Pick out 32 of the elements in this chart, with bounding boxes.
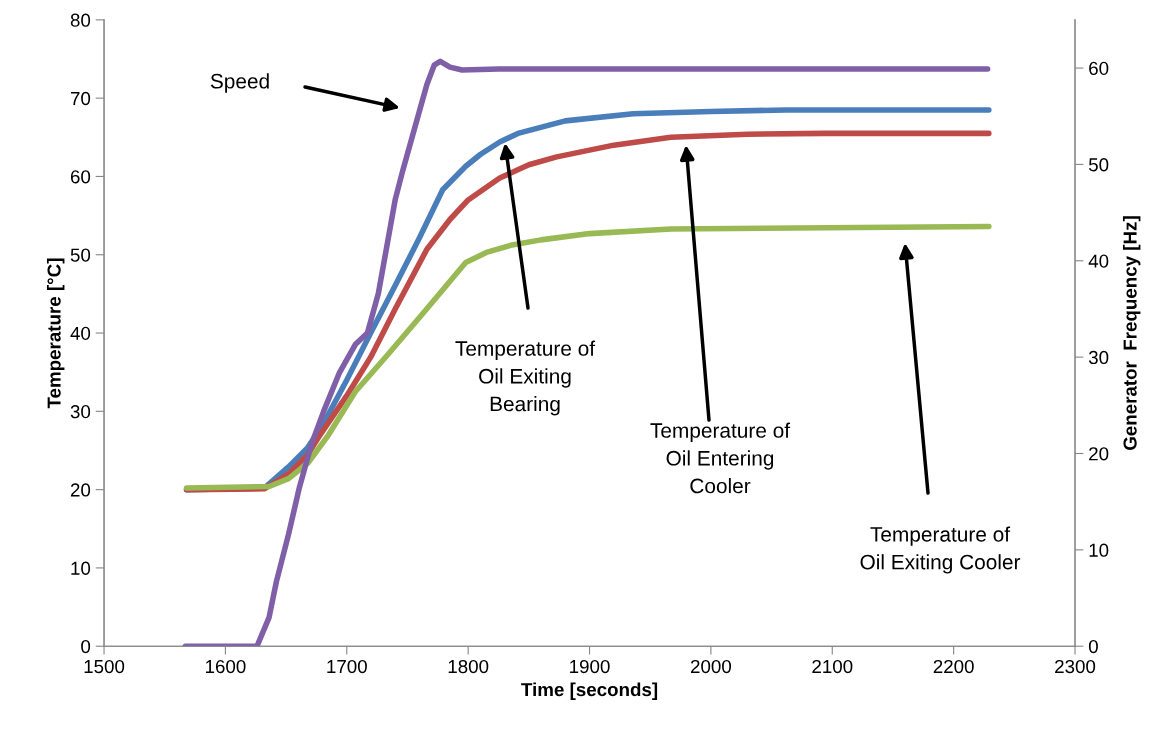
y2-tick-label: 10 [1089,543,1109,557]
x-tick-label: 2300 [1055,659,1096,674]
y-tick-label: 40 [70,326,91,341]
annotation: Temperature of Oil Exiting Bearing [455,340,596,416]
x-tick-label: 1900 [570,659,610,674]
y2-tick-label: 30 [1088,350,1109,365]
y-axis-title: Temperature [°C] [46,258,65,409]
y2-tick-label: 50 [1088,158,1109,172]
y2-axis-title: Generator Frequency [Hz] [1122,216,1141,450]
annotation: Temperature of Oil Exiting Cooler [860,526,1021,574]
x-tick-label: 1800 [448,659,489,674]
x-tick-label: 2000 [690,659,732,674]
y-tick-label: 20 [70,483,91,497]
x-tick-label: 1700 [327,659,367,674]
annotation: Speed [210,73,269,93]
x-tick-label: 1600 [205,659,246,674]
y2-tick-label: 20 [1089,447,1109,461]
y-tick-label: 0 [81,639,91,654]
x-axis-title: Time [seconds] [521,682,658,700]
x-tick-label: 2200 [933,659,974,674]
y-tick-label: 10 [71,561,91,575]
annotation: Temperature of Oil Entering Cooler [650,422,791,494]
y-tick-label: 60 [70,170,91,184]
y-tick-label: 50 [70,248,91,262]
y2-tick-label: 60 [1089,61,1109,76]
y-tick-label: 30 [70,405,91,419]
x-tick-label: 1500 [84,659,125,674]
y2-tick-label: 0 [1088,639,1098,654]
y-tick-label: 70 [70,91,91,106]
y2-tick-label: 40 [1088,254,1109,268]
x-tick-label: 2100 [812,659,853,674]
y-tick-label: 80 [70,13,91,27]
